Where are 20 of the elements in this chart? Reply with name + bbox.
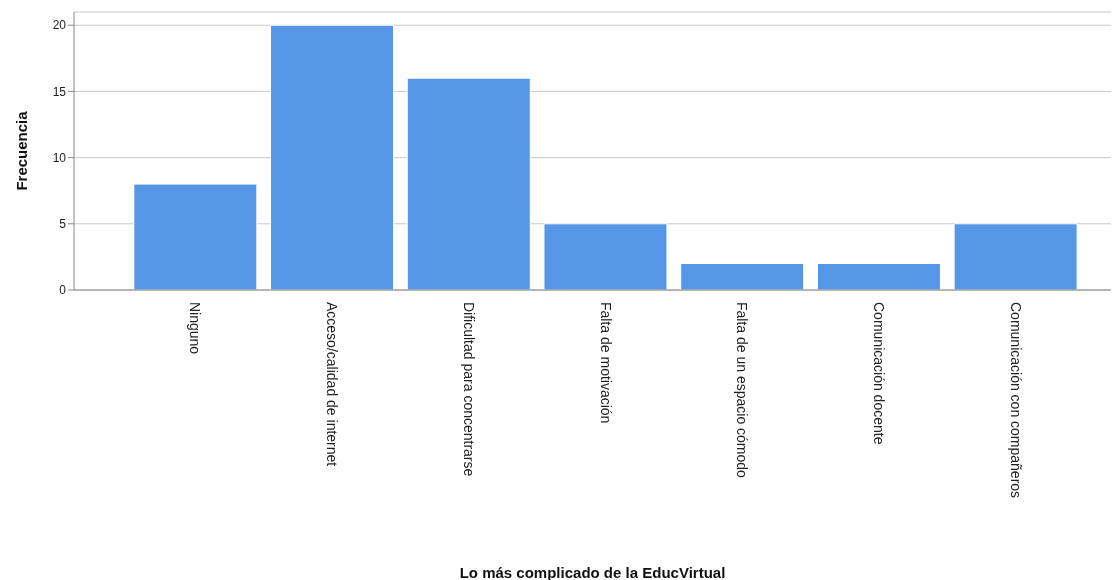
y-axis-title: Frecuencia — [13, 110, 31, 191]
y-tick-label: 20 — [52, 18, 67, 33]
bar — [543, 223, 668, 290]
x-tick-label: Dificultad para concentrarse — [460, 302, 477, 477]
bar — [133, 183, 258, 290]
bar — [816, 263, 941, 290]
x-tick-label: Comunicación docente — [870, 302, 887, 445]
bar — [406, 77, 531, 290]
x-tick-label: Falta de un espacio cómodo — [734, 302, 751, 479]
x-tick-label: Acceso/calidad de internet — [324, 302, 341, 467]
bar — [270, 24, 395, 290]
x-tick-label: Comunicación con compañeros — [1007, 302, 1024, 499]
y-tick-label: 15 — [52, 84, 67, 99]
y-tick-label: 10 — [52, 150, 67, 165]
y-tick-label: 5 — [59, 217, 67, 232]
x-tick-label: Ninguno — [187, 302, 204, 355]
x-tick-label: Falta de motivación — [597, 302, 614, 424]
bar — [953, 223, 1078, 290]
y-tick-label: 0 — [59, 283, 67, 298]
bar — [680, 263, 805, 290]
